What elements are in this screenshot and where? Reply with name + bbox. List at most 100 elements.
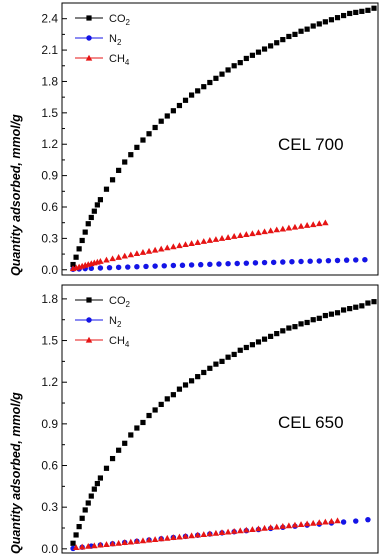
legend-label-ch4: CH4 (109, 335, 130, 349)
legend-marker-ch4 (85, 336, 93, 343)
ch4-point (200, 531, 208, 537)
co2-point (103, 186, 110, 192)
series-cel700 (69, 5, 377, 272)
n2-point (97, 265, 104, 271)
co2-point (103, 465, 110, 471)
co2-point (268, 333, 274, 339)
co2-point (170, 108, 176, 114)
plot-frame-cel700 (61, 2, 379, 276)
co2-point (280, 328, 286, 334)
ch4-point (103, 541, 110, 547)
n2-point (115, 264, 122, 271)
yticks-cel650: 0.0 0.3 0.6 0.9 1.2 1.5 1.8 (41, 292, 67, 556)
co2-point (97, 197, 103, 203)
yticks-cel700: 0.0 0.3 0.6 0.9 1.2 1.5 1.8 2.1 2.4 (41, 12, 67, 277)
panel-cel650: 0.0 0.3 0.6 0.9 1.2 1.5 1.8 CO2 N2 CH4 CEL 650 (41, 284, 379, 556)
co2-point (76, 246, 82, 252)
co2-point (249, 52, 255, 58)
ch4-point (316, 519, 323, 526)
ch4-point (84, 542, 92, 549)
co2-point (347, 10, 353, 17)
co2-point (255, 339, 262, 345)
y-tick-label: 0.3 (41, 500, 58, 514)
co2-point (128, 152, 134, 158)
co2-point (91, 486, 97, 492)
ch4-point (164, 534, 171, 541)
ch4-point (157, 535, 165, 542)
panel-cel700: 0.0 0.3 0.6 0.9 1.2 1.5 1.8 2.1 2.4 CO2 N2 CH4 CEL… (41, 2, 379, 277)
ch4-point (182, 241, 189, 248)
ch4-point (322, 219, 329, 226)
ch4-point (127, 251, 135, 258)
co2-point (79, 237, 85, 244)
co2-point (225, 67, 231, 73)
co2-point (322, 19, 328, 25)
legend-marker-n2 (86, 35, 92, 41)
ch4-point (297, 521, 305, 527)
n2-point (334, 257, 341, 264)
co2-point (274, 331, 280, 337)
co2-point (231, 63, 237, 69)
co2-point (152, 407, 158, 413)
y-tick-label: 0.0 (41, 263, 58, 277)
co2-point (322, 312, 328, 319)
ch4-point (194, 531, 201, 538)
y-tick-label: 0.0 (41, 542, 58, 556)
series-cel650 (70, 299, 377, 552)
co2-point (207, 79, 213, 86)
ch4-point (328, 517, 335, 524)
legend-label-co2: CO2 (109, 13, 131, 27)
ch4-point (273, 226, 280, 233)
series-co2 (70, 299, 377, 546)
co2-point (304, 319, 310, 326)
co2-point (274, 40, 280, 46)
co2-point (310, 23, 316, 29)
co2-point (70, 261, 76, 268)
legend-marker-ch4 (85, 54, 93, 61)
co2-point (134, 425, 140, 431)
n2-point (216, 261, 222, 267)
ch4-point (261, 228, 268, 235)
n2-point (252, 260, 259, 266)
co2-point (164, 113, 170, 119)
ch4-point (133, 537, 141, 544)
co2-point (359, 303, 365, 309)
co2-point (82, 507, 88, 513)
co2-point (371, 299, 377, 305)
ch4-point (170, 243, 177, 250)
ch4-point (145, 247, 153, 254)
n2-point (353, 257, 359, 263)
n2-point (340, 519, 347, 525)
legend-marker-co2 (86, 297, 92, 303)
legend-label-ch4: CH4 (109, 53, 130, 67)
y-tick-label: 0.6 (41, 200, 58, 214)
co2-point (170, 392, 176, 398)
ch4-point (188, 532, 195, 539)
co2-point (243, 344, 249, 351)
co2-point (353, 304, 359, 310)
ch4-point (72, 544, 80, 551)
ch4-point (230, 527, 238, 534)
ch4-point (249, 526, 256, 532)
co2-point (201, 369, 207, 376)
ch4-point (224, 528, 232, 535)
ch4-point (78, 543, 86, 550)
co2-point (213, 75, 219, 81)
co2-point (231, 351, 237, 358)
co2-point (116, 167, 122, 173)
co2-point (207, 365, 213, 371)
ch4-point (249, 230, 256, 237)
co2-point (152, 124, 158, 131)
ch4-point (309, 519, 317, 526)
ch4-point (109, 255, 116, 262)
ch4-point (109, 540, 116, 547)
ch4-point (176, 242, 183, 249)
co2-point (255, 49, 262, 55)
n2-point (152, 263, 158, 269)
y-tick-label: 1.2 (41, 137, 58, 151)
ch4-point (182, 532, 189, 539)
ch4-point (303, 520, 311, 527)
legend-label-n2: N2 (109, 315, 122, 329)
co2-point (76, 524, 82, 530)
co2-point (298, 28, 304, 34)
